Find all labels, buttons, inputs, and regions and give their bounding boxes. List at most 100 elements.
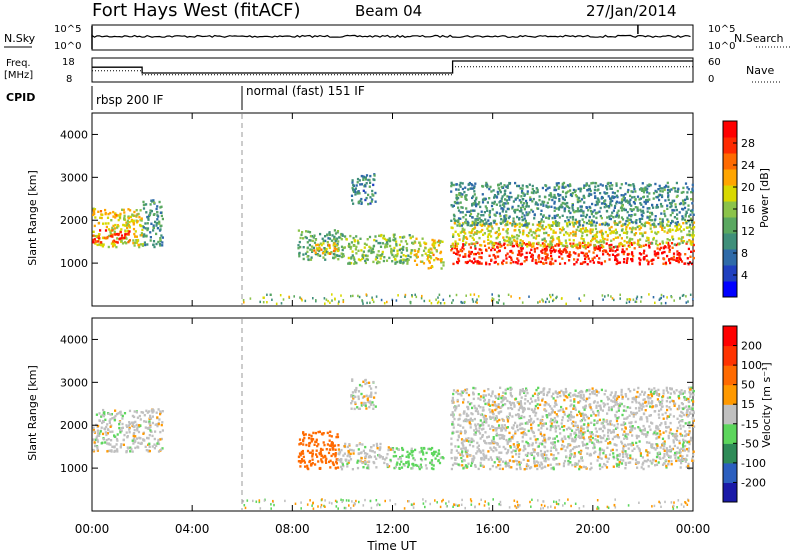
data-cell	[502, 259, 505, 262]
data-cell	[541, 454, 544, 457]
data-cell	[527, 444, 530, 448]
data-cell	[480, 224, 483, 227]
data-cell	[642, 252, 645, 255]
data-cell	[534, 237, 538, 240]
data-cell	[558, 216, 561, 219]
data-cell	[616, 423, 619, 426]
data-cell	[378, 448, 381, 452]
data-cell	[682, 222, 685, 225]
data-cell	[428, 447, 431, 451]
data-cell	[589, 435, 592, 438]
data-cell	[642, 244, 645, 247]
data-cell	[665, 447, 668, 450]
data-cell	[691, 183, 694, 187]
data-cell	[551, 250, 554, 253]
data-cell	[671, 258, 674, 261]
data-cell	[495, 396, 498, 399]
data-cell	[662, 247, 665, 250]
data-cell	[670, 460, 673, 463]
data-cell	[529, 437, 532, 440]
data-cell	[545, 246, 548, 249]
data-cell	[92, 241, 95, 244]
data-cell	[107, 449, 110, 453]
data-cell	[398, 463, 401, 466]
data-cell	[391, 447, 395, 450]
data-cell	[125, 424, 128, 427]
data-cell	[537, 234, 541, 237]
data-cell	[438, 239, 441, 242]
data-cell	[464, 194, 467, 197]
data-cell	[646, 184, 649, 187]
data-cell	[521, 436, 524, 439]
data-cell	[629, 443, 632, 446]
data-cell	[471, 196, 474, 200]
data-cell	[109, 234, 112, 238]
data-cell	[433, 258, 436, 262]
data-cell	[501, 210, 504, 213]
data-cell	[266, 301, 268, 304]
data-cell	[114, 223, 117, 227]
data-cell	[494, 256, 497, 260]
data-cell	[503, 184, 506, 187]
data-cell	[440, 261, 443, 264]
data-cell	[520, 250, 523, 253]
data-cell	[626, 210, 629, 214]
data-cell	[109, 443, 112, 446]
data-cell	[639, 454, 642, 457]
data-cell	[653, 431, 656, 434]
data-cell	[578, 436, 581, 440]
data-cell	[615, 200, 618, 203]
data-cell	[684, 182, 688, 185]
data-cell	[353, 389, 357, 392]
data-cell	[550, 195, 553, 198]
data-cell	[526, 192, 529, 195]
data-cell	[602, 436, 605, 440]
data-cell	[690, 409, 693, 412]
data-cell	[690, 191, 693, 194]
data-cell	[455, 193, 458, 197]
data-cell	[527, 234, 530, 238]
data-cell	[132, 434, 135, 437]
data-cell	[658, 436, 661, 439]
data-cell	[371, 189, 374, 193]
data-cell	[631, 208, 634, 212]
data-cell	[614, 258, 617, 262]
colorbar-tick-label: 4	[741, 269, 748, 282]
data-cell	[477, 203, 480, 206]
data-cell	[462, 412, 465, 415]
data-cell	[375, 442, 378, 446]
data-cell	[536, 247, 539, 250]
data-cell	[158, 222, 161, 225]
data-cell	[624, 182, 628, 185]
data-cell	[626, 216, 629, 220]
data-cell	[617, 261, 620, 265]
data-cell	[362, 178, 365, 181]
data-cell	[327, 451, 331, 455]
data-cell	[532, 448, 535, 451]
data-cell	[525, 202, 528, 205]
data-cell	[495, 203, 498, 206]
data-cell	[684, 460, 687, 463]
data-cell	[505, 261, 508, 264]
data-cell	[686, 240, 689, 244]
data-cell	[262, 301, 265, 304]
data-cell	[351, 199, 354, 202]
data-cell	[461, 193, 464, 196]
data-cell	[130, 447, 133, 451]
data-cell	[608, 215, 611, 218]
data-cell	[535, 460, 538, 463]
data-cell	[521, 187, 524, 190]
data-cell	[530, 191, 533, 194]
data-cell	[599, 451, 602, 454]
data-cell	[530, 208, 533, 212]
data-cell	[645, 188, 648, 191]
data-cell	[622, 196, 625, 199]
data-cell	[498, 456, 501, 459]
data-cell	[588, 244, 591, 247]
data-cell	[309, 248, 312, 251]
data-cell	[383, 302, 386, 305]
data-cell	[483, 197, 486, 200]
freq-tick-low: 8	[66, 74, 72, 85]
data-cell	[629, 456, 632, 460]
data-cell	[385, 240, 389, 244]
